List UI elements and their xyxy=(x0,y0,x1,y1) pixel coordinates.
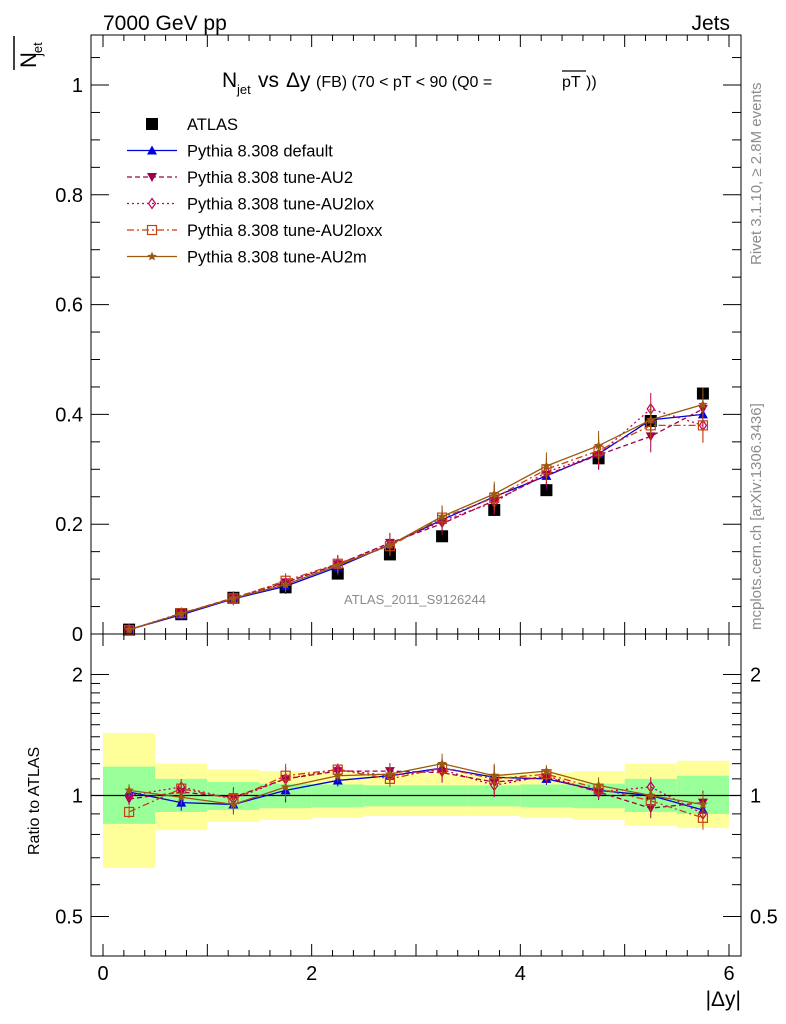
legend-marker xyxy=(146,224,158,236)
svg-text:pT: pT xyxy=(562,74,581,91)
ratio-line-3 xyxy=(128,767,704,819)
svg-text:)): )) xyxy=(586,74,597,91)
header-right: Jets xyxy=(691,12,730,35)
ratio-point xyxy=(541,766,552,776)
data-point xyxy=(280,579,291,589)
svg-text:Δy: Δy xyxy=(286,69,311,92)
data-point xyxy=(540,484,553,497)
ratio-point xyxy=(123,806,135,818)
x-tick-label: 6 xyxy=(723,963,734,985)
ratio-panel: 0 2 4 6 0.5 0.5 1 1 2 2 xyxy=(55,633,778,985)
series-line-5 xyxy=(128,403,704,631)
x-tick-label: 0 xyxy=(97,963,108,985)
ratio-y-tick-label-right: 2 xyxy=(750,665,761,687)
data-point xyxy=(124,624,134,634)
x-axis-label: |Δy| xyxy=(706,988,741,1011)
ratio-y-tick-label: 2 xyxy=(72,665,83,687)
ratio-point xyxy=(176,792,186,802)
legend-marker xyxy=(147,145,157,155)
svg-text:N: N xyxy=(16,52,41,68)
legend-label: Pythia 8.308 tune-AU2loxx xyxy=(187,222,383,240)
legend-label: ATLAS xyxy=(187,116,238,134)
ratio-plot-marks xyxy=(123,753,709,830)
data-point xyxy=(593,440,604,450)
ratio-line-1 xyxy=(128,770,703,809)
main-title: N jet vs Δy (FB) (70 < pT < 90 (Q0 = pT … xyxy=(222,69,597,97)
ratio-point xyxy=(280,782,291,791)
header-left: 7000 GeV pp xyxy=(103,12,227,35)
data-point xyxy=(541,461,552,471)
data-point xyxy=(333,560,343,570)
data-point xyxy=(489,489,499,499)
y-tick-label: 0.6 xyxy=(55,295,83,317)
legend-marker xyxy=(146,118,158,130)
rivet-label: Rivet 3.1.10, ≥ 2.8M events xyxy=(748,83,765,266)
ratio-point xyxy=(124,785,134,795)
svg-text:(FB) (70 < pT < 90 (Q0 =: (FB) (70 < pT < 90 (Q0 = xyxy=(316,74,492,91)
main-plot-marks xyxy=(123,387,709,636)
ratio-y-tick-label-right: 0.5 xyxy=(750,907,778,929)
y-tick-label: 0.2 xyxy=(55,514,83,536)
data-point xyxy=(646,414,656,424)
legend-label: Pythia 8.308 default xyxy=(187,143,333,161)
ratio-y-tick-label-right: 1 xyxy=(750,786,761,808)
legend: ATLAS Pythia 8.308 default Pythia 8.308 tu… xyxy=(127,116,383,267)
mcplots-label: mcplots.cern.ch [arXiv:1306.3436] xyxy=(748,403,765,630)
main-axes: 0 0.2 0.4 0.6 0.8 1 xyxy=(55,35,741,646)
legend-marker xyxy=(147,251,157,261)
legend-marker xyxy=(147,197,157,210)
ratio-point xyxy=(593,780,604,790)
legend-item: Pythia 8.308 default xyxy=(127,143,333,161)
legend-marker xyxy=(147,173,157,182)
svg-text:jet: jet xyxy=(30,42,45,57)
svg-text:vs: vs xyxy=(258,69,279,92)
ratio-y-label: Ratio to ATLAS xyxy=(26,747,43,855)
ratio-line-4 xyxy=(128,763,704,806)
legend-item: Pythia 8.308 tune-AU2lox xyxy=(127,196,375,214)
ratio-point xyxy=(437,758,447,768)
analysis-watermark: ATLAS_2011_S9126244 xyxy=(344,592,486,607)
ratio-point xyxy=(333,770,343,780)
legend-item: ATLAS xyxy=(146,116,238,134)
ratio-y-tick-label: 0.5 xyxy=(55,907,83,929)
data-point xyxy=(437,511,447,521)
ratio-point xyxy=(594,785,603,799)
legend-item: Pythia 8.308 tune-AU2loxx xyxy=(127,222,383,240)
data-point xyxy=(698,399,708,409)
svg-text:N: N xyxy=(222,69,237,92)
ratio-point xyxy=(489,770,499,780)
y-tick-label: 1 xyxy=(72,75,83,97)
legend-label: Pythia 8.308 tune-AU2 xyxy=(187,169,353,187)
legend-item: Pythia 8.308 tune-AU2m xyxy=(127,249,367,267)
y-tick-label: 0 xyxy=(72,624,83,646)
y-tick-label: 0.4 xyxy=(55,404,83,426)
x-tick-label: 2 xyxy=(306,963,317,985)
legend-label: Pythia 8.308 tune-AU2m xyxy=(187,249,367,267)
ratio-point xyxy=(228,799,239,809)
y-tick-label: 0.8 xyxy=(55,185,83,207)
ratio-axes: 0 2 4 6 0.5 0.5 1 1 2 2 xyxy=(55,634,778,985)
svg-text:jet: jet xyxy=(236,82,251,97)
legend-label: Pythia 8.308 tune-AU2lox xyxy=(187,196,375,214)
data-point xyxy=(436,530,449,543)
x-tick-label: 4 xyxy=(515,963,526,985)
ratio-point xyxy=(385,769,395,779)
main-panel: 0 0.2 0.4 0.6 0.8 1 xyxy=(55,34,742,646)
data-point xyxy=(176,608,186,618)
main-y-label: N jet xyxy=(13,36,45,70)
ratio-point xyxy=(698,799,708,809)
data-point xyxy=(228,593,239,603)
ratio-point xyxy=(646,790,656,800)
legend-item: Pythia 8.308 tune-AU2 xyxy=(127,169,353,187)
ratio-y-tick-label: 1 xyxy=(72,786,83,808)
ratio-uncertainty-bands xyxy=(91,733,741,869)
data-point xyxy=(385,540,395,550)
